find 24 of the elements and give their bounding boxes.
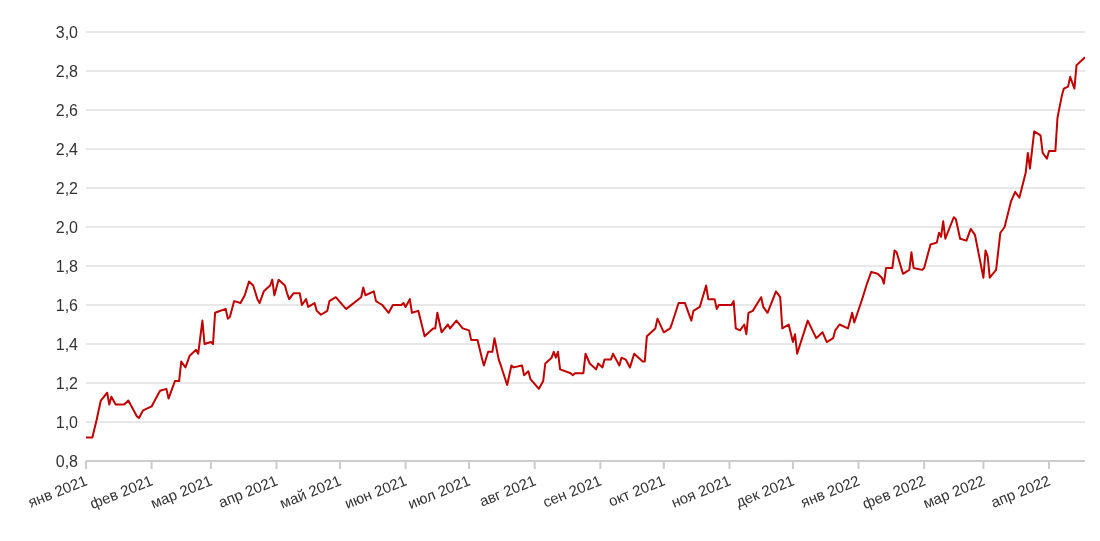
x-tick-label: июн 2021 (341, 471, 409, 512)
y-tick-label: 2,6 (55, 101, 79, 119)
x-tick-label: янв 2022 (798, 471, 862, 511)
y-tick-label: 2,2 (55, 179, 79, 197)
line-series (86, 56, 1085, 439)
x-tick-label: сен 2021 (540, 471, 604, 511)
y-tick-label: 0,8 (55, 452, 79, 470)
y-tick-label: 2,4 (55, 140, 79, 158)
x-tick-label: май 2021 (277, 471, 344, 512)
y-tick-label: 2,8 (55, 62, 79, 80)
x-tick-label: апр 2021 (215, 471, 280, 511)
x-tick-label: окт 2021 (605, 471, 668, 510)
x-tick-label: ноя 2021 (668, 471, 733, 511)
y-tick-label: 1,8 (55, 257, 79, 275)
y-tick-label: 1,6 (55, 296, 79, 314)
x-tick-label: янв 2021 (25, 471, 90, 511)
y-tick-label: 1,2 (55, 374, 79, 392)
y-tick-label: 3,0 (55, 23, 79, 41)
y-tick-label: 1,0 (55, 413, 79, 431)
y-tick-label: 1,4 (55, 335, 79, 353)
x-tick-label: авг 2021 (476, 471, 539, 510)
x-tick-label: апр 2022 (988, 471, 1053, 511)
x-tick-label: дек 2021 (733, 471, 797, 511)
y-tick-label: 2,0 (55, 218, 79, 236)
